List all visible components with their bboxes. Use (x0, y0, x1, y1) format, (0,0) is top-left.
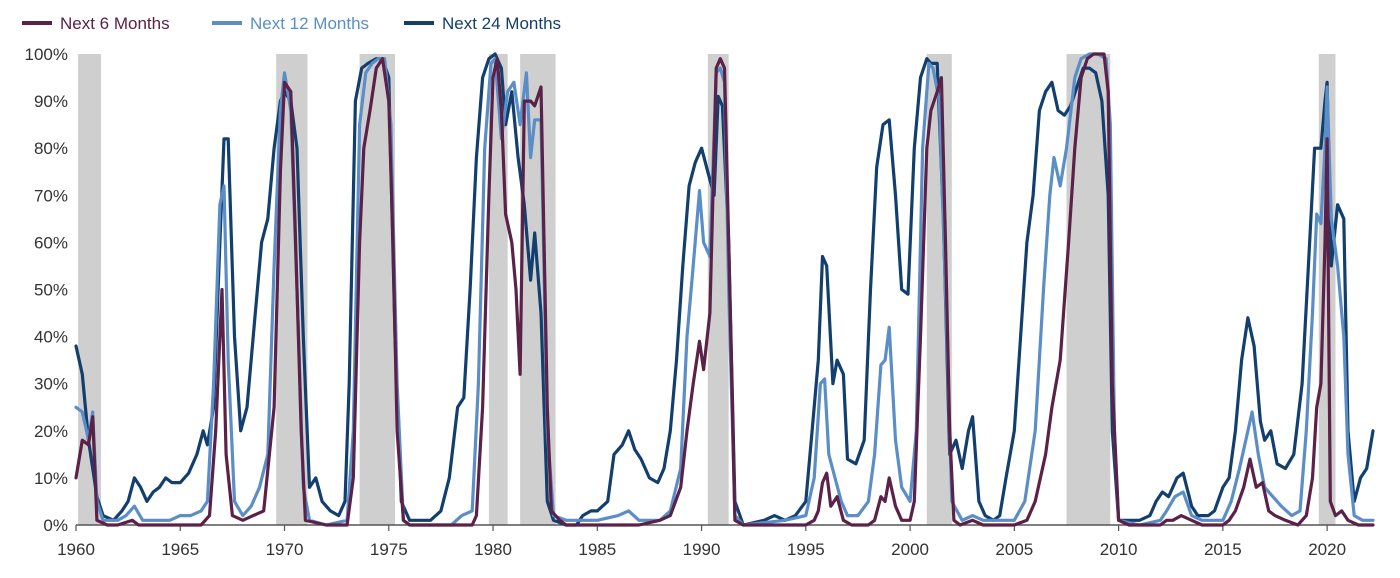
series-line-next-6-months (74, 52, 1375, 527)
legend-label: Next 24 Months (442, 14, 561, 33)
x-tick-label: 1970 (266, 540, 304, 559)
x-tick-label: 1980 (474, 540, 512, 559)
x-tick-label: 2020 (1308, 540, 1346, 559)
y-tick-label: 70% (34, 186, 68, 205)
x-tick-label: 2005 (995, 540, 1033, 559)
x-tick-label: 1990 (683, 540, 721, 559)
chart-axes: 0% 10% 20% 30% 40% 50% 60% 70% 80% 90% 100% 1960 196… (25, 45, 1373, 559)
y-tick-label: 60% (34, 233, 68, 252)
y-tick-label: 90% (34, 92, 68, 111)
legend: Next 6 Months Next 12 Months Next 24 Month… (22, 14, 561, 33)
x-tick-label: 1975 (370, 540, 408, 559)
y-tick-label: 40% (34, 328, 68, 347)
y-tick-label: 80% (34, 139, 68, 158)
y-tick-label: 30% (34, 375, 68, 394)
x-tick-label: 2000 (891, 540, 929, 559)
x-tick-label: 2010 (1100, 540, 1138, 559)
legend-label: Next 6 Months (60, 14, 170, 33)
legend-label: Next 12 Months (250, 14, 369, 33)
series-lines (74, 52, 1375, 527)
y-tick-label: 50% (34, 281, 68, 300)
y-tick-label: 20% (34, 422, 68, 441)
x-tick-label: 1960 (57, 540, 95, 559)
x-tick-label: 1965 (161, 540, 199, 559)
y-tick-label: 10% (34, 469, 68, 488)
y-tick-label: 100% (25, 45, 68, 64)
x-tick-label: 2015 (1204, 540, 1242, 559)
x-tick-label: 1985 (578, 540, 616, 559)
x-tick-label: 1995 (787, 540, 825, 559)
y-tick-label: 0% (43, 516, 68, 535)
